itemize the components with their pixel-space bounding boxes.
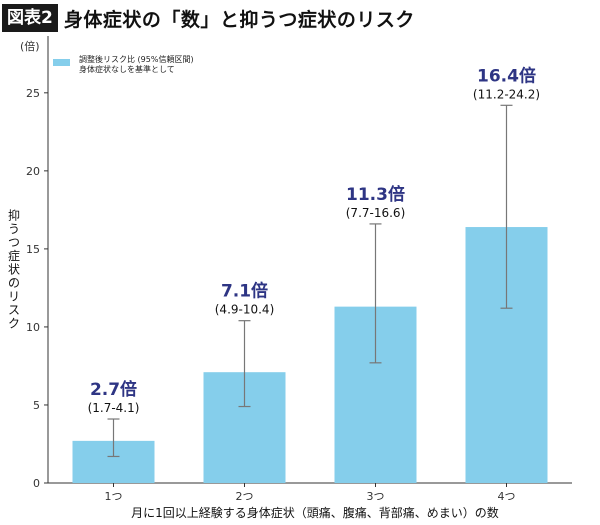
x-tick-label: 2つ — [236, 490, 254, 503]
y-tick-label: 10 — [26, 321, 40, 334]
value-label: 2.7倍 — [90, 379, 137, 400]
y-unit-label: (倍) — [20, 39, 40, 53]
y-tick-label: 0 — [33, 477, 40, 490]
x-tick-label: 4つ — [498, 490, 516, 503]
value-label: 16.4倍 — [477, 65, 536, 86]
value-label: 11.3倍 — [346, 184, 405, 205]
legend-swatch — [53, 59, 70, 66]
x-axis-label: 月に1回以上経験する身体症状（頭痛、腹痛、背部痛、めまい）の数 — [131, 505, 499, 520]
legend-line-1: 調整後リスク比 (95%信頼区間) — [79, 54, 194, 64]
ci-label: (1.7-4.1) — [88, 401, 140, 415]
x-tick-label: 1つ — [105, 490, 123, 503]
ci-label: (4.9-10.4) — [215, 303, 275, 317]
figure-badge: 図表2 — [2, 4, 58, 32]
legend-line-2: 身体症状なしを基準として — [79, 64, 175, 74]
legend: 調整後リスク比 (95%信頼区間) 身体症状なしを基準として — [53, 54, 194, 74]
ci-label: (11.2-24.2) — [473, 87, 540, 101]
figure-header: 図表2 身体症状の「数」と抑うつ症状のリスク — [0, 0, 600, 36]
y-axis-label: 抑うつ症状のリスク — [8, 207, 20, 330]
x-tick-label: 3つ — [367, 490, 385, 503]
y-tick-label: 20 — [26, 165, 40, 178]
ci-label: (7.7-16.6) — [346, 206, 406, 220]
y-tick-label: 5 — [33, 399, 40, 412]
value-label: 7.1倍 — [221, 281, 268, 302]
y-tick-label: 25 — [26, 87, 40, 100]
figure-title: 身体症状の「数」と抑うつ症状のリスク — [63, 8, 415, 31]
y-tick-label: 15 — [26, 243, 40, 256]
